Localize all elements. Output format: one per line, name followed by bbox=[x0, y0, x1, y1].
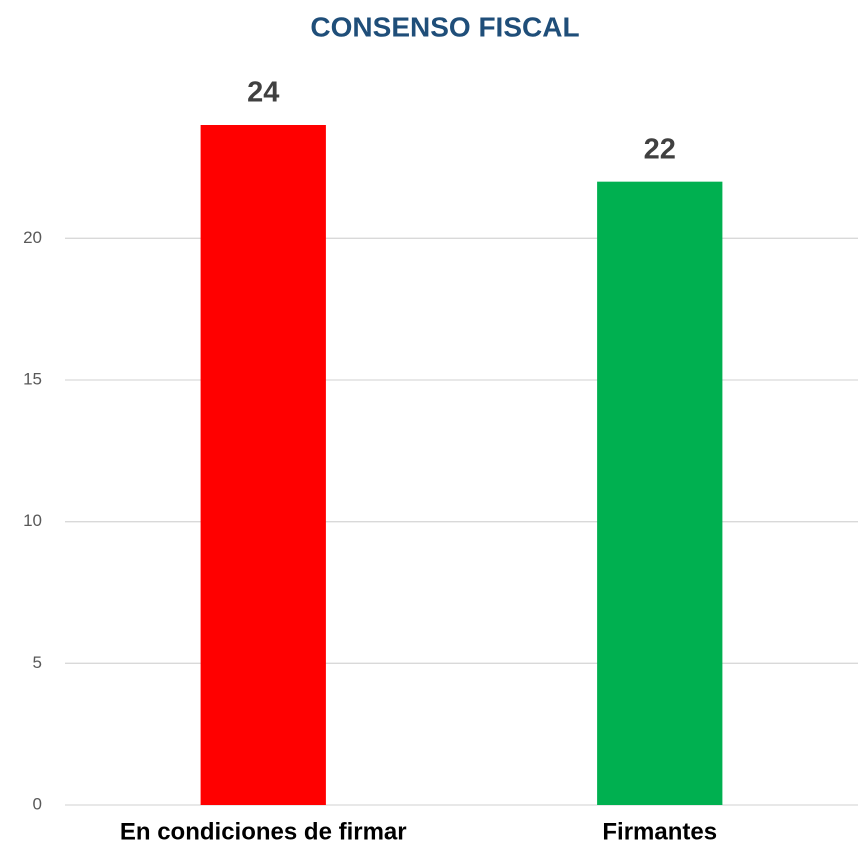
chart-title: CONSENSO FISCAL bbox=[310, 11, 579, 42]
y-tick-label: 0 bbox=[33, 794, 42, 813]
x-tick-label: Firmantes bbox=[602, 818, 717, 845]
bar bbox=[597, 181, 723, 805]
value-label: 24 bbox=[247, 77, 279, 109]
y-tick-label: 5 bbox=[33, 653, 42, 672]
y-tick-label: 20 bbox=[23, 228, 42, 247]
y-tick-label: 15 bbox=[23, 369, 42, 388]
x-tick-label: En condiciones de firmar bbox=[120, 818, 407, 845]
bar bbox=[200, 125, 326, 805]
value-label: 22 bbox=[644, 133, 676, 165]
y-tick-label: 10 bbox=[23, 511, 42, 530]
